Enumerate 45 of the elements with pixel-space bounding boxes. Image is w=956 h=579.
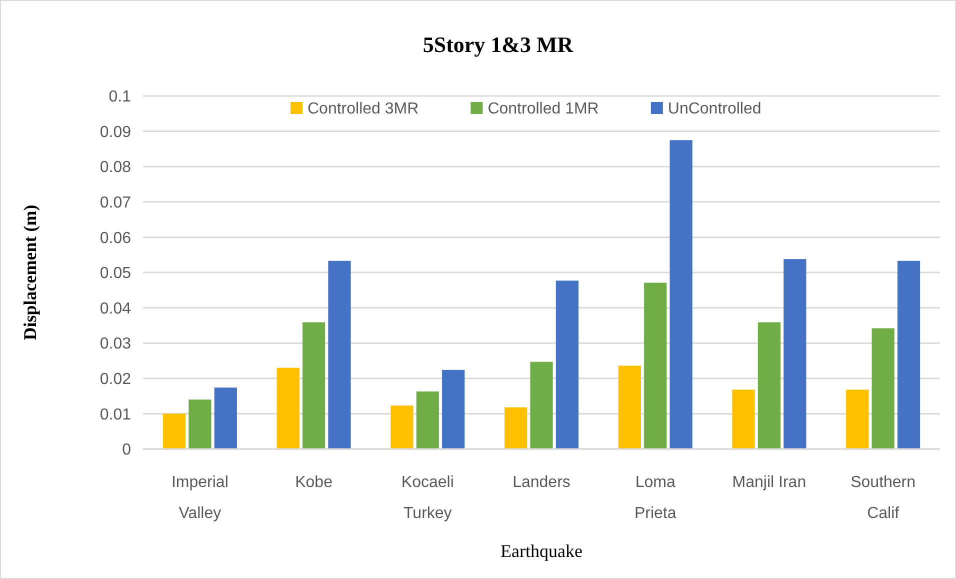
bar: [556, 280, 579, 449]
bar: [644, 282, 667, 449]
bar: [897, 260, 920, 449]
bar: [784, 259, 806, 449]
bar: [872, 328, 894, 449]
bar: [390, 406, 414, 449]
y-tick-label: 0.02: [100, 371, 132, 388]
y-tick-label: 0: [122, 442, 132, 459]
legend-label: UnControlled: [668, 100, 762, 118]
y-tick-label: 0.08: [100, 159, 132, 176]
legend-label: Controlled 3MR: [308, 100, 419, 118]
bar: [504, 407, 528, 449]
bar: [416, 391, 439, 449]
bar: [276, 368, 300, 449]
bar: [846, 390, 869, 449]
bar: [758, 322, 781, 449]
bar: [732, 390, 755, 449]
bar: [162, 414, 186, 449]
y-tick-label: 0.1: [108, 88, 132, 106]
y-tick-label: 0.05: [100, 265, 132, 282]
y-tick-label: 0.04: [100, 300, 132, 318]
y-tick-label: 0.09: [100, 124, 132, 141]
bar: [302, 322, 326, 449]
x-tick-label: Loma Prieta: [634, 474, 676, 522]
x-tick-label: Southern Calif: [850, 474, 916, 522]
x-tick-label: Landers: [512, 474, 570, 491]
bar: [328, 260, 351, 449]
y-tick-label: 0.07: [100, 194, 132, 212]
bar: [188, 400, 212, 449]
bar: [214, 388, 237, 449]
y-axis-title: Displacement (m): [20, 204, 40, 340]
bar: [442, 370, 465, 449]
x-axis-title: Earthquake: [500, 541, 582, 561]
x-tick-label: Kobe: [295, 474, 333, 491]
x-tick-label: Kocaeli Turkey: [401, 474, 454, 522]
x-tick-label: Manjil Iran: [732, 474, 806, 491]
y-tick-label: 0.03: [100, 336, 132, 353]
x-tick-label: Imperial Valley: [171, 474, 228, 522]
bar: [670, 140, 692, 449]
legend-label: Controlled 1MR: [488, 100, 599, 118]
y-tick-label: 0.06: [100, 230, 132, 247]
y-tick-label: 0.01: [100, 406, 132, 424]
bar: [530, 362, 553, 449]
bar: [618, 366, 641, 449]
chart-title: 5Story 1&3 MR: [422, 32, 574, 57]
